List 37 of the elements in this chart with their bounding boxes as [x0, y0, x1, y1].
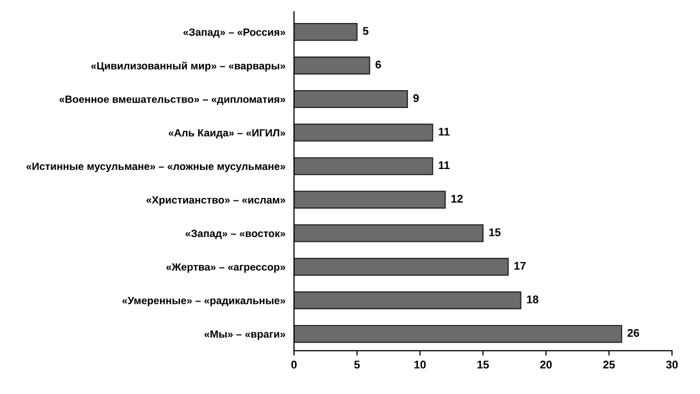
bar — [294, 190, 446, 209]
x-tick-label: 30 — [666, 360, 678, 369]
x-tick-label: 20 — [540, 360, 552, 369]
data-label: 9 — [413, 94, 419, 102]
bar — [294, 224, 484, 242]
data-label: 12 — [451, 194, 463, 203]
data-label: 18 — [527, 295, 538, 304]
bar — [294, 324, 622, 343]
x-tick-label: 25 — [603, 360, 615, 369]
x-tick-label: 15 — [478, 360, 489, 369]
y-tick-label: «Истинные мусульмане» – «ложные мусульмане» — [26, 162, 286, 172]
data-label: 26 — [628, 329, 640, 337]
x-tick-label: 0 — [291, 360, 297, 369]
data-label: 15 — [489, 228, 501, 236]
bar — [294, 56, 370, 74]
y-tick-label: «Аль Каида» – «ИГИЛ» — [168, 129, 286, 138]
bar — [294, 124, 434, 142]
y-tick-label: «Жертва» – «агрессор» — [166, 263, 286, 273]
bar — [294, 258, 509, 276]
bar — [294, 90, 408, 108]
y-tick-label: «Запад» – «Россия» — [183, 28, 286, 38]
data-label: 6 — [376, 60, 381, 68]
x-tick-label: 5 — [354, 360, 360, 369]
bar — [294, 157, 434, 176]
data-label: 11 — [438, 161, 450, 170]
y-tick-label: «Запад» – «восток» — [186, 230, 286, 240]
y-tick-label: «Христианство» – «ислам» — [146, 196, 286, 206]
data-label: 5 — [362, 27, 368, 35]
y-tick-label: «Военное вмешательство» – «дипломатия» — [59, 96, 286, 105]
bar — [294, 23, 358, 41]
y-tick-label: «Мы» – «враги» — [204, 330, 286, 340]
y-tick-label: «Умеренные» – «радикальные» — [122, 296, 286, 306]
data-label: 11 — [438, 128, 450, 136]
x-tick-label: 10 — [414, 360, 426, 369]
bar — [294, 291, 522, 310]
data-label: 17 — [514, 262, 526, 270]
y-tick-label: «Цивилизованный мир» – «варвары» — [91, 62, 286, 72]
